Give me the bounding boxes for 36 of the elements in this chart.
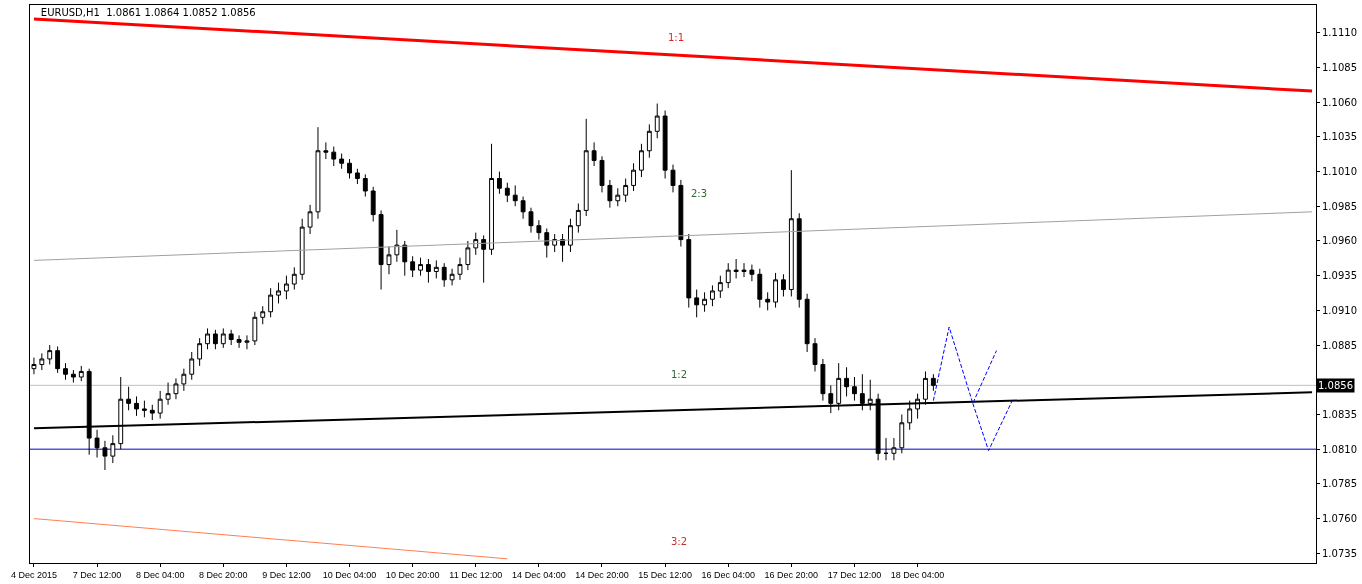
annotation: 1:1 bbox=[668, 32, 685, 43]
y-tick-label: 1.1035 bbox=[1322, 131, 1357, 143]
x-tick-label: 14 Dec 04:00 bbox=[512, 569, 566, 580]
annotation: 1:2 bbox=[671, 369, 688, 380]
x-tick-label: 8 Dec 04:00 bbox=[135, 569, 185, 580]
y-tick-label: 1.1085 bbox=[1322, 61, 1357, 73]
chart-title: EURUSD,H1 1.0861 1.0864 1.0852 1.0856 bbox=[40, 6, 256, 18]
x-tick-label: 7 Dec 12:00 bbox=[72, 569, 122, 580]
y-tick-label: 1.0910 bbox=[1322, 304, 1357, 316]
x-tick-label: 17 Dec 12:00 bbox=[827, 569, 882, 580]
y-tick-label: 1.0885 bbox=[1322, 339, 1357, 351]
y-tick-label: 1.1110 bbox=[1322, 27, 1357, 39]
x-tick-label: 8 Dec 20:00 bbox=[199, 569, 248, 580]
annotation: 3:2 bbox=[671, 536, 688, 547]
x-tick-label: 10 Dec 20:00 bbox=[385, 569, 440, 580]
y-tick-label: 1.0785 bbox=[1322, 478, 1357, 490]
annotation: 2:3 bbox=[691, 188, 708, 199]
x-tick-label: 4 Dec 2015 bbox=[10, 569, 57, 580]
x-tick-label: 11 Dec 12:00 bbox=[449, 569, 503, 580]
x-tick-label: 18 Dec 04:00 bbox=[890, 569, 945, 580]
y-tick-label: 1.0985 bbox=[1322, 200, 1357, 212]
y-tick-label: 1.1060 bbox=[1322, 96, 1357, 108]
y-tick-label: 1.0960 bbox=[1322, 235, 1357, 247]
x-tick-label: 9 Dec 12:00 bbox=[262, 569, 311, 580]
y-tick-label: 1.0810 bbox=[1322, 443, 1357, 455]
x-tick-label: 14 Dec 20:00 bbox=[575, 569, 629, 580]
ref-line-label: 1.0856 bbox=[1318, 380, 1353, 391]
x-tick-label: 16 Dec 04:00 bbox=[701, 569, 755, 580]
y-tick-label: 1.0735 bbox=[1322, 547, 1357, 559]
y-tick-label: 1.0935 bbox=[1322, 270, 1357, 282]
x-tick-label: 16 Dec 20:00 bbox=[764, 569, 819, 580]
y-tick-label: 1.0760 bbox=[1322, 513, 1357, 525]
x-tick-label: 10 Dec 04:00 bbox=[322, 569, 377, 580]
y-tick-label: 1.1010 bbox=[1322, 166, 1357, 178]
x-tick-label: 15 Dec 12:00 bbox=[638, 569, 692, 580]
y-tick-label: 1.0835 bbox=[1322, 408, 1357, 420]
